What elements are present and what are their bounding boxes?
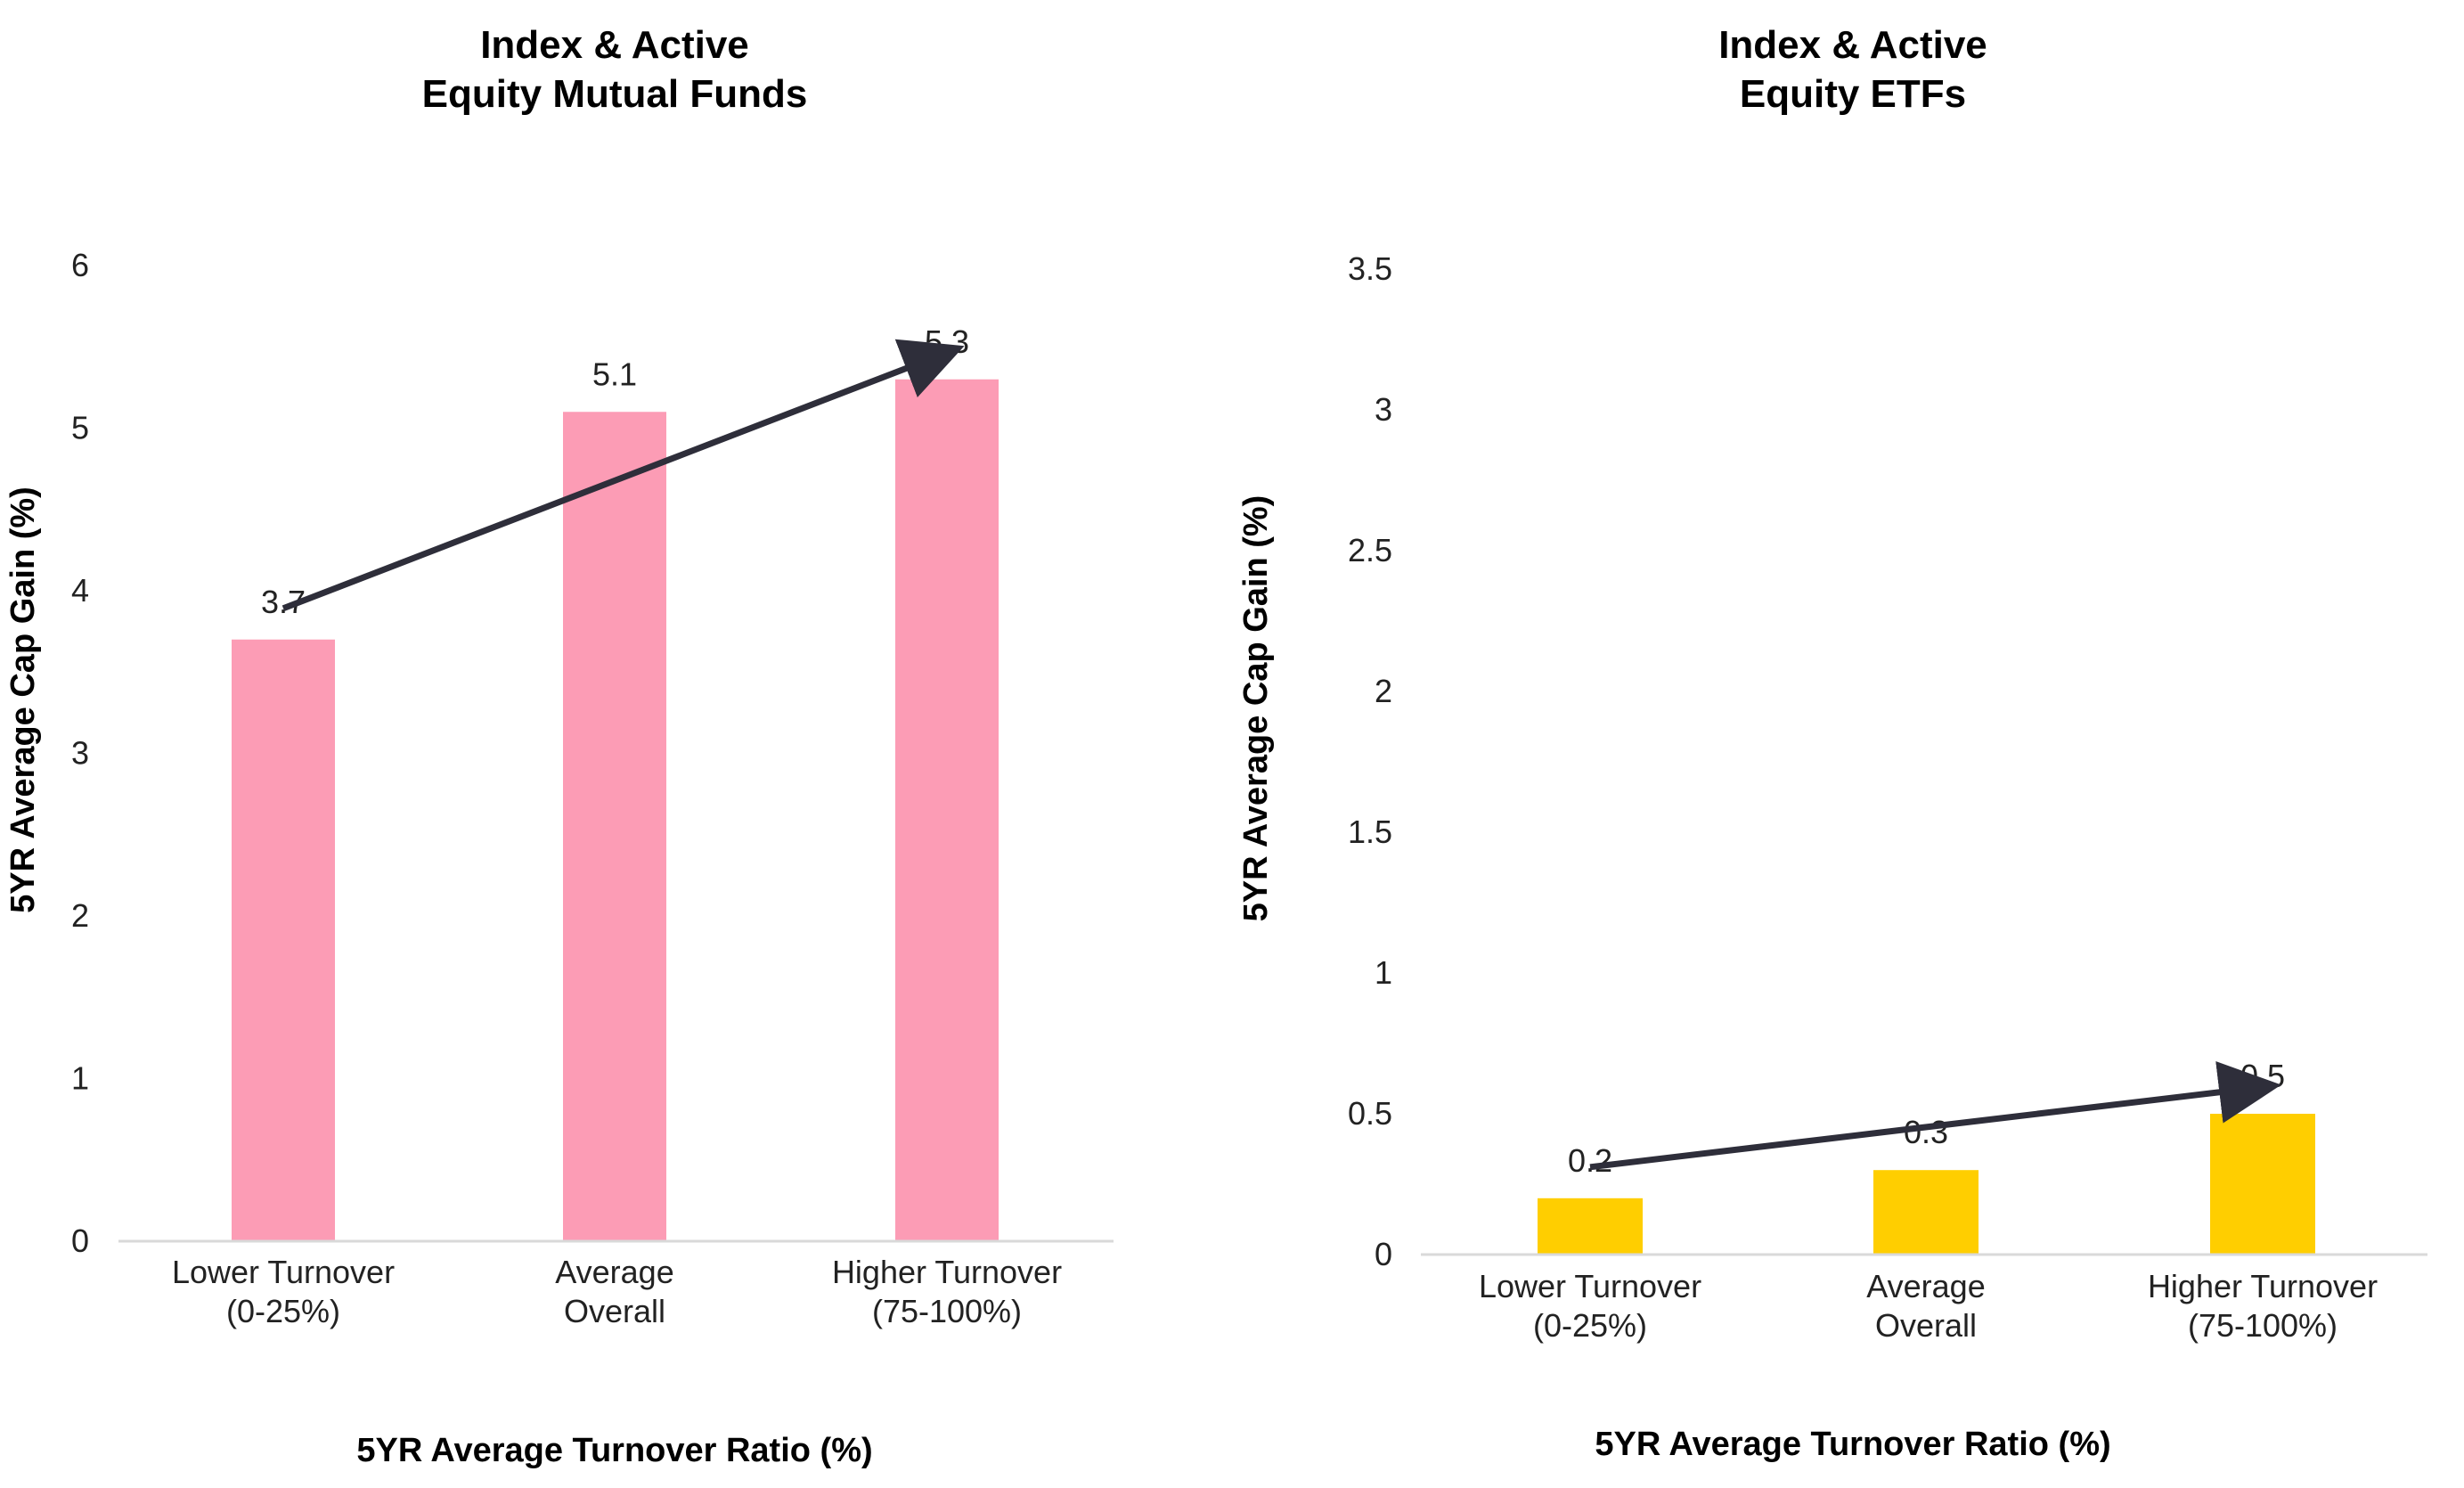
y-tick-label: 1 [71,1060,89,1097]
y-tick-label: 2 [1375,673,1392,709]
bar [1873,1170,1979,1255]
bar [1538,1198,1643,1255]
data-label: 5.1 [592,356,637,392]
data-label: 0.2 [1568,1142,1612,1179]
y-tick-label: 5 [71,410,89,446]
category-label-line: (75-100%) [2188,1307,2338,1344]
y-tick-label: 3 [71,735,89,772]
y-tick-label: 0 [1375,1236,1392,1272]
y-axis-title: 5YR Average Cap Gain (%) [4,486,42,913]
data-label: 0.3 [1904,1114,1948,1150]
category-label-line: Lower Turnover [172,1254,395,1290]
chart-title-line: Index & Active [480,23,749,67]
category-label-line: (75-100%) [872,1293,1022,1329]
bar [2210,1114,2315,1255]
chart-title-line: Index & Active [1718,23,1987,67]
y-tick-label: 1 [1375,954,1392,991]
y-tick-label: 3 [1375,391,1392,428]
etfs-chart: Index & Active Equity ETFs 0 0.5 1 1.5 2 2.5 3 3.… [1237,23,2427,1463]
bar [563,412,666,1241]
y-axis-title: 5YR Average Cap Gain (%) [1237,495,1275,922]
x-axis-title: 5YR Average Turnover Ratio (%) [356,1432,872,1469]
y-tick-label: 3.5 [1348,250,1392,287]
bar [232,639,335,1241]
chart-title-line: Equity Mutual Funds [422,72,808,116]
category-label-line: Higher Turnover [832,1254,1062,1290]
y-tick-label: 1.5 [1348,813,1392,850]
category-label-line: Overall [564,1293,665,1329]
trend-arrow [1589,1061,2281,1171]
chart-title-line: Equity ETFs [1740,72,1966,116]
y-tick-label: 4 [71,572,89,609]
mutual-funds-chart: Index & Active Equity Mutual Funds 0 1 2 3 4 5 6… [4,23,1114,1469]
category-label-line: Average [555,1254,673,1290]
category-label-line: Higher Turnover [2148,1268,2378,1304]
trend-arrow [281,339,965,612]
y-tick-label: 6 [71,247,89,283]
y-tick-label: 2 [71,897,89,934]
y-tick-label: 0.5 [1348,1095,1392,1132]
category-label-line: Overall [1875,1307,1977,1344]
bar [895,379,999,1241]
category-label-line: (0-25%) [1533,1307,1647,1344]
x-axis-title: 5YR Average Turnover Ratio (%) [1595,1426,2110,1463]
y-tick-label: 0 [71,1222,89,1259]
category-label-line: Average [1866,1268,1985,1304]
category-label-line: Lower Turnover [1479,1268,1701,1304]
y-tick-label: 2.5 [1348,532,1392,568]
category-label-line: (0-25%) [226,1293,340,1329]
